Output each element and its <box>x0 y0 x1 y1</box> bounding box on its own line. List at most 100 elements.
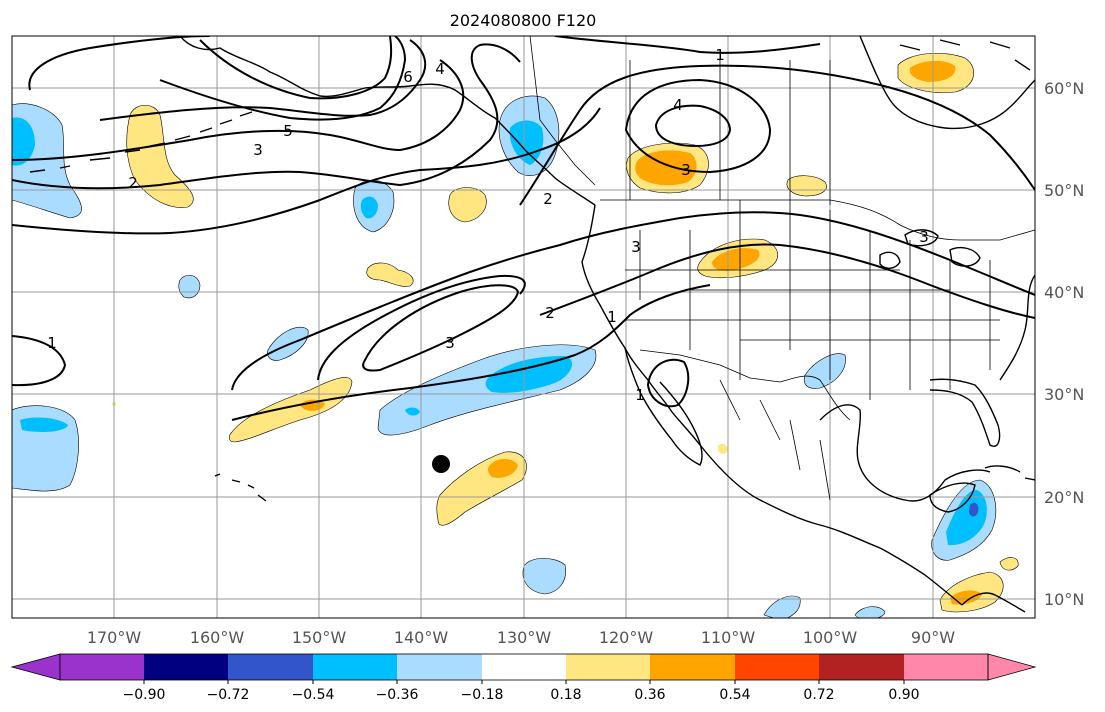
contour-label: 3 <box>253 141 263 159</box>
arctic-islands <box>899 39 1031 71</box>
colorbar-segment <box>735 654 819 680</box>
longitude-axis-labels: 170°W 160°W 150°W 140°W 130°W 120°W 110°… <box>87 628 955 647</box>
us-mexico-border <box>639 349 851 421</box>
alaska-coast <box>179 36 596 206</box>
alaska-canada-border <box>529 36 596 186</box>
longitude-label: 120°W <box>599 628 654 647</box>
longitude-label: 170°W <box>87 628 142 647</box>
contour-4-low <box>624 78 772 174</box>
latitude-label: 30°N <box>1044 385 1084 404</box>
positive-anomaly-130w-core <box>487 459 518 478</box>
contour-label: 3 <box>681 161 691 179</box>
colorbar-tick-label: −0.18 <box>461 687 504 703</box>
anomaly-shading <box>12 53 1019 618</box>
negative-anomaly-band-core2 <box>405 407 420 416</box>
contour-3-cutoff <box>362 284 520 372</box>
contour-label: 1 <box>715 46 725 64</box>
positive-anomaly-baja <box>718 443 728 454</box>
colorbar-segment <box>650 654 735 680</box>
colorbar-frame <box>59 653 989 681</box>
gulf-coast <box>819 404 991 502</box>
negative-anomaly-160w <box>178 274 201 299</box>
latitude-label: 60°N <box>1044 79 1084 98</box>
canada-provinces <box>629 60 831 205</box>
colorbar-tick-label: 0.54 <box>719 687 750 703</box>
graticule <box>12 36 1035 618</box>
positive-anomaly-colorado-core <box>712 248 760 271</box>
latitude-label: 10°N <box>1044 590 1084 609</box>
contour-label: 3 <box>919 228 929 246</box>
contour-2 <box>12 43 521 190</box>
latitude-label: 20°N <box>1044 488 1084 507</box>
colorbar-tick-label: −0.90 <box>123 687 166 703</box>
colorbar-segment <box>566 654 650 680</box>
height-contours <box>12 36 1035 421</box>
colorbar-segment <box>144 654 228 680</box>
colorbar-tick-label: 0.72 <box>803 687 834 703</box>
negative-anomaly-central-america-core <box>946 490 987 546</box>
colorbar-tick-label: 0.18 <box>550 687 581 703</box>
negative-anomaly-128w-12n <box>522 558 566 595</box>
contour-label: 1 <box>607 308 617 326</box>
contour-label: 4 <box>435 60 445 78</box>
contour-2-inner <box>317 243 1035 381</box>
contour-1-south <box>231 284 711 421</box>
positive-anomaly-caribbean-2 <box>999 557 1019 571</box>
florida <box>929 378 1001 447</box>
contour-4 <box>99 39 427 121</box>
hawaii <box>214 473 267 502</box>
longitude-label: 90°W <box>911 628 955 647</box>
latitude-label: 40°N <box>1044 283 1084 302</box>
colorbar-segment <box>313 654 397 680</box>
contour-5 <box>159 36 407 121</box>
negative-anomaly-alaska-core <box>509 120 544 165</box>
contour-6 <box>199 36 393 100</box>
longitude-label: 100°W <box>803 628 858 647</box>
storm-position-marker <box>432 455 450 473</box>
negative-anomaly-band-core <box>485 356 573 393</box>
colorbar-tick-label: 0.36 <box>634 687 665 703</box>
contour-1-north <box>28 36 821 91</box>
longitude-label: 110°W <box>701 628 756 647</box>
contour-3-north <box>12 59 465 161</box>
negative-anomaly-bottom-1 <box>763 595 801 618</box>
longitude-label: 140°W <box>394 628 449 647</box>
negative-anomaly-mexico <box>803 353 846 389</box>
map-frame <box>11 35 1036 619</box>
east-coast <box>999 274 1035 381</box>
negative-anomaly-central-america-peak <box>969 502 979 517</box>
contour-label: 2 <box>128 174 138 192</box>
longitude-label: 160°W <box>190 628 245 647</box>
contour-label: 3 <box>445 334 455 352</box>
colorbar-segment <box>904 654 988 680</box>
latitude-label: 50°N <box>1044 181 1084 200</box>
contour-label: 2 <box>543 190 553 208</box>
colorbar-extend-high <box>987 653 1037 681</box>
longitude-label: 150°W <box>292 628 347 647</box>
contour-label: 1 <box>47 334 57 352</box>
colorbar-tick-label: −0.36 <box>376 687 419 703</box>
contour-label: 1 <box>635 386 645 404</box>
contour-label: 5 <box>283 122 293 140</box>
positive-anomaly-canada-core <box>635 150 697 186</box>
contour-label: 3 <box>631 238 641 256</box>
figure-title: 2024080800 F120 <box>450 11 597 30</box>
colorbar-ticks <box>143 680 905 684</box>
contour-1-baja <box>646 358 690 408</box>
colorbar-segment <box>819 654 904 680</box>
colorbar-extend-low <box>10 653 61 681</box>
contour-2-south <box>231 211 1035 391</box>
colorbar-tick-label: 0.90 <box>888 687 919 703</box>
map-panel: 1 2 3 4 5 6 1 3 4 3 3 2 3 1 1 2 <box>12 36 1035 618</box>
negative-anomaly-west-core <box>12 117 35 166</box>
negative-anomaly-southwest-core <box>20 417 68 433</box>
yucatan <box>929 482 976 513</box>
colorbar-segment <box>482 654 566 680</box>
negative-anomaly-bottom-2 <box>854 606 886 618</box>
colorbar-segment <box>60 654 144 680</box>
contour-1-west <box>12 335 67 387</box>
colorbar-segment <box>228 654 313 680</box>
caribbean-islands <box>984 465 1035 481</box>
positive-anomaly-138w <box>448 187 487 223</box>
